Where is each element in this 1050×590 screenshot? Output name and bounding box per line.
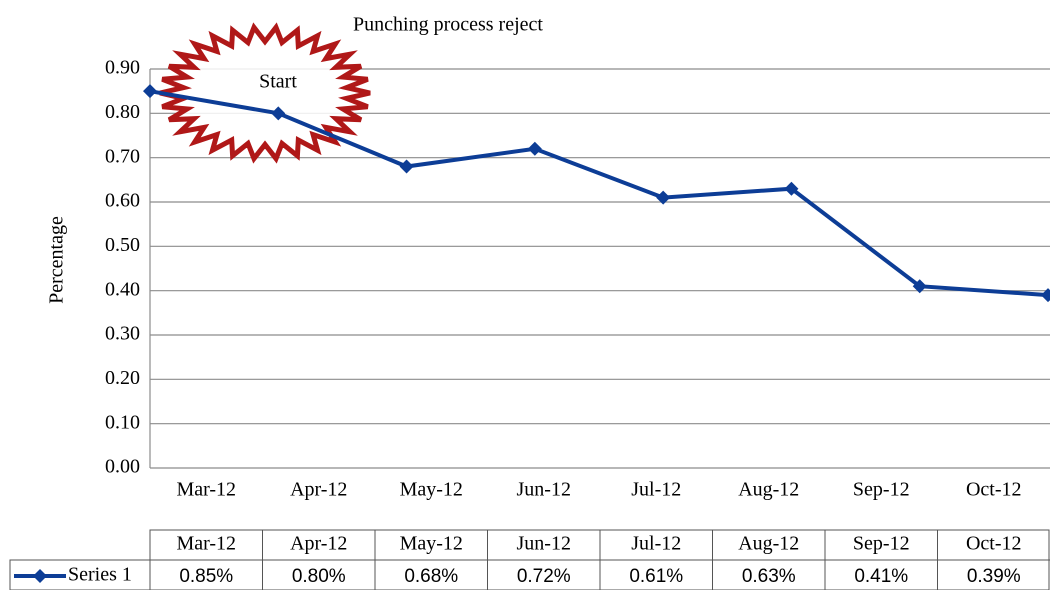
x-tick-label: Mar-12 <box>176 479 236 501</box>
data-point <box>1041 288 1050 303</box>
y-tick-label: 0.90 <box>105 57 140 79</box>
data-point <box>143 84 157 99</box>
y-tick-label: 0.50 <box>105 234 140 256</box>
table-value: 0.63% <box>742 566 796 587</box>
table-header: May-12 <box>400 533 463 555</box>
chart-title: Punching process reject <box>353 14 543 36</box>
y-tick-label: 0.10 <box>105 411 140 433</box>
y-tick-label: 0.70 <box>105 145 140 167</box>
y-tick-label: 0.60 <box>105 190 140 212</box>
y-tick-label: 0.00 <box>105 456 140 478</box>
x-tick-label: Aug-12 <box>738 479 799 501</box>
x-tick-label: Sep-12 <box>853 479 910 501</box>
table-value: 0.85% <box>179 566 233 587</box>
y-tick-label: 0.30 <box>105 323 140 345</box>
x-tick-label: Jun-12 <box>517 479 571 501</box>
table-header: Apr-12 <box>290 533 347 555</box>
y-tick-label: 0.40 <box>105 278 140 300</box>
table-value: 0.72% <box>517 566 571 587</box>
legend-marker <box>33 569 47 583</box>
x-tick-label: Oct-12 <box>966 479 1022 501</box>
y-axis-label: Percentage <box>46 216 68 304</box>
table-value: 0.80% <box>292 566 346 587</box>
x-tick-label: May-12 <box>400 479 463 501</box>
table-header: Jun-12 <box>517 533 571 555</box>
table-border <box>9 559 151 590</box>
x-tick-label: Jul-12 <box>631 479 681 501</box>
data-point <box>271 106 286 121</box>
y-tick-label: 0.80 <box>105 101 140 123</box>
x-tick-label: Apr-12 <box>290 479 347 501</box>
legend-label: Series 1 <box>68 564 132 586</box>
annotation: Start <box>259 71 297 93</box>
table-value: 0.39% <box>967 566 1021 587</box>
data-point <box>656 190 671 205</box>
table-value: 0.41% <box>854 566 908 587</box>
table-header: Aug-12 <box>738 533 799 555</box>
data-point <box>527 141 542 156</box>
table-value: 0.61% <box>629 566 683 587</box>
data-point <box>784 181 799 196</box>
table-header: Oct-12 <box>966 533 1022 555</box>
table-header: Sep-12 <box>853 533 910 555</box>
series-line <box>149 89 1049 298</box>
y-tick-label: 0.20 <box>105 367 140 389</box>
table-header: Jul-12 <box>631 533 681 555</box>
table-header: Mar-12 <box>176 533 236 555</box>
data-point <box>912 279 927 294</box>
data-point <box>399 159 414 174</box>
table-value: 0.68% <box>404 566 458 587</box>
